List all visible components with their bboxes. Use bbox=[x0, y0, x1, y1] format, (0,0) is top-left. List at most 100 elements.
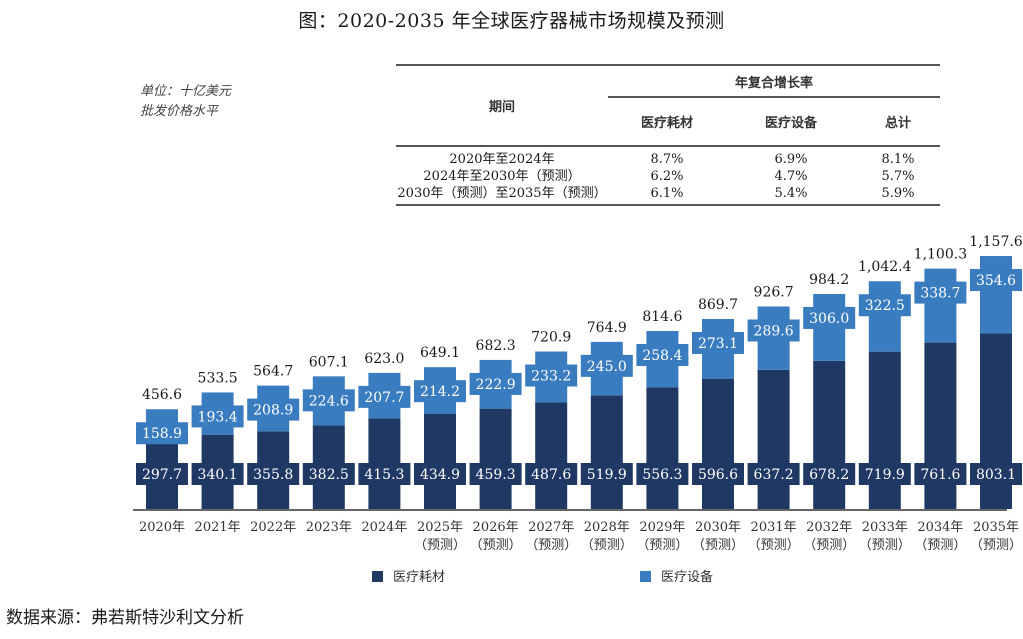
legend-item-equipment: 医疗设备 bbox=[640, 566, 713, 585]
label-box-equipment bbox=[414, 380, 466, 403]
data-label-equipment: 224.6 bbox=[309, 393, 349, 409]
data-label-total: 764.9 bbox=[587, 320, 627, 336]
data-label-equipment: 208.9 bbox=[253, 403, 293, 419]
data-source-note: 数据来源：弗若斯特沙利文分析 bbox=[6, 608, 244, 628]
x-tick-label: 2032年 bbox=[806, 520, 852, 535]
data-label-total: 984.2 bbox=[809, 272, 849, 288]
x-tick-sublabel: （预测） bbox=[748, 538, 800, 553]
x-tick-label: 2023年 bbox=[306, 520, 352, 535]
label-box-consumables bbox=[247, 463, 300, 485]
label-box-consumables bbox=[191, 463, 244, 485]
data-label-total: 649.1 bbox=[420, 345, 460, 361]
bar-consumables bbox=[424, 413, 456, 509]
label-box-consumables bbox=[525, 463, 578, 485]
x-tick-label: 2031年 bbox=[751, 520, 797, 535]
cagr-row: 2030年（预测）至2035年（预测） 6.1% 5.4% 5.9% bbox=[396, 185, 940, 205]
data-label-equipment: 354.6 bbox=[976, 273, 1016, 289]
data-label-total: 607.1 bbox=[309, 354, 349, 370]
x-tick-sublabel: （预测） bbox=[414, 538, 466, 553]
cagr-col-header-total: 总计 bbox=[884, 116, 911, 131]
data-label-consumables: 434.9 bbox=[420, 467, 460, 483]
cagr-row-consumables: 6.2% bbox=[650, 169, 684, 184]
label-box-equipment bbox=[358, 385, 411, 408]
x-tick-label: 2025年 bbox=[417, 520, 463, 535]
label-box-equipment bbox=[803, 306, 856, 329]
data-label-equipment: 245.0 bbox=[587, 359, 627, 375]
x-tick-label: 2029年 bbox=[639, 520, 685, 535]
legend-item-consumables: 医疗耗材 bbox=[372, 566, 445, 585]
cagr-table: 年复合增长率 期间 医疗耗材 医疗设备 总计 2020年至2024年 8.7% … bbox=[396, 64, 940, 206]
cagr-row-period: 2024年至2030年（预测） bbox=[423, 169, 581, 184]
x-tick-label: 2027年 bbox=[528, 520, 574, 535]
data-label-total: 564.7 bbox=[253, 364, 293, 380]
bar-equipment bbox=[868, 281, 901, 352]
x-tick-sublabel: （预测） bbox=[692, 538, 744, 553]
label-box-consumables bbox=[414, 463, 466, 485]
label-box-equipment bbox=[191, 405, 244, 428]
price-level-label: 批发价格水平 bbox=[140, 104, 219, 119]
cagr-row-equipment: 5.4% bbox=[774, 186, 808, 201]
data-label-consumables: 355.8 bbox=[253, 467, 293, 483]
x-tick-label: 2035年 bbox=[973, 520, 1019, 535]
data-label-total: 1,100.3 bbox=[914, 247, 967, 263]
data-label-consumables: 415.3 bbox=[364, 467, 404, 483]
data-label-equipment: 233.2 bbox=[531, 369, 571, 385]
data-label-equipment: 289.6 bbox=[754, 323, 794, 339]
unit-label: 单位：十亿美元 bbox=[140, 84, 232, 99]
x-tick-sublabel: （预测） bbox=[970, 538, 1022, 553]
data-label-consumables: 459.3 bbox=[476, 467, 516, 483]
cagr-col-header-consumables: 医疗耗材 bbox=[640, 116, 693, 131]
x-tick-label: 2026年 bbox=[473, 520, 519, 535]
data-label-consumables: 340.1 bbox=[198, 467, 238, 483]
bar-consumables bbox=[757, 369, 790, 509]
bar-consumables bbox=[813, 360, 846, 509]
label-box-equipment bbox=[970, 269, 1022, 292]
cagr-row: 2020年至2024年 8.7% 6.9% 8.1% bbox=[396, 146, 940, 168]
data-label-consumables: 382.5 bbox=[309, 467, 349, 483]
data-label-equipment: 273.1 bbox=[698, 336, 738, 352]
cagr-group-header: 年复合增长率 bbox=[608, 65, 940, 98]
data-label-total: 456.6 bbox=[142, 387, 182, 403]
bar-consumables bbox=[479, 408, 512, 509]
data-label-equipment: 193.4 bbox=[198, 409, 238, 425]
data-label-total: 1,042.4 bbox=[858, 259, 912, 275]
label-box-consumables bbox=[136, 463, 188, 485]
label-box-consumables bbox=[858, 463, 911, 485]
cagr-col-header-equipment: 医疗设备 bbox=[764, 116, 817, 131]
data-label-consumables: 519.9 bbox=[587, 467, 627, 483]
label-box-equipment bbox=[580, 354, 633, 377]
cagr-row-equipment: 4.7% bbox=[774, 169, 808, 184]
cagr-row-period: 2020年至2024年 bbox=[449, 152, 555, 167]
label-box-equipment bbox=[525, 364, 578, 387]
cagr-row-total: 5.9% bbox=[881, 186, 915, 201]
x-tick-sublabel: （预测） bbox=[581, 538, 633, 553]
x-tick-sublabel: （预测） bbox=[636, 538, 688, 553]
data-label-equipment: 306.0 bbox=[809, 311, 849, 327]
cagr-row-total: 8.1% bbox=[881, 152, 915, 167]
cagr-row-consumables: 6.1% bbox=[650, 186, 684, 201]
cagr-group-header-label: 年复合增长率 bbox=[734, 75, 813, 91]
label-box-consumables bbox=[747, 463, 800, 485]
data-label-consumables: 678.2 bbox=[809, 467, 849, 483]
cagr-row-period: 2030年（预测）至2035年（预测） bbox=[397, 186, 607, 201]
cagr-period-header-label: 期间 bbox=[488, 99, 515, 115]
label-box-consumables bbox=[692, 463, 744, 485]
label-box-consumables bbox=[302, 463, 355, 485]
data-label-consumables: 761.6 bbox=[920, 467, 960, 483]
label-box-equipment bbox=[469, 372, 522, 395]
label-box-consumables bbox=[803, 463, 856, 485]
data-label-total: 814.6 bbox=[642, 309, 682, 325]
x-tick-label: 2020年 bbox=[139, 520, 185, 535]
data-label-total: 623.0 bbox=[364, 351, 404, 367]
data-label-equipment: 222.9 bbox=[476, 377, 516, 393]
data-label-consumables: 596.6 bbox=[698, 467, 738, 483]
label-box-equipment bbox=[136, 422, 188, 445]
cagr-row-total: 5.7% bbox=[881, 169, 915, 184]
unit-note: 单位：十亿美元 批发价格水平 bbox=[140, 82, 231, 122]
data-label-total: 926.7 bbox=[754, 284, 794, 300]
data-label-consumables: 297.7 bbox=[142, 467, 182, 483]
legend-label-consumables: 医疗耗材 bbox=[393, 570, 446, 585]
label-box-consumables bbox=[636, 463, 689, 485]
x-tick-label: 2021年 bbox=[195, 520, 241, 535]
